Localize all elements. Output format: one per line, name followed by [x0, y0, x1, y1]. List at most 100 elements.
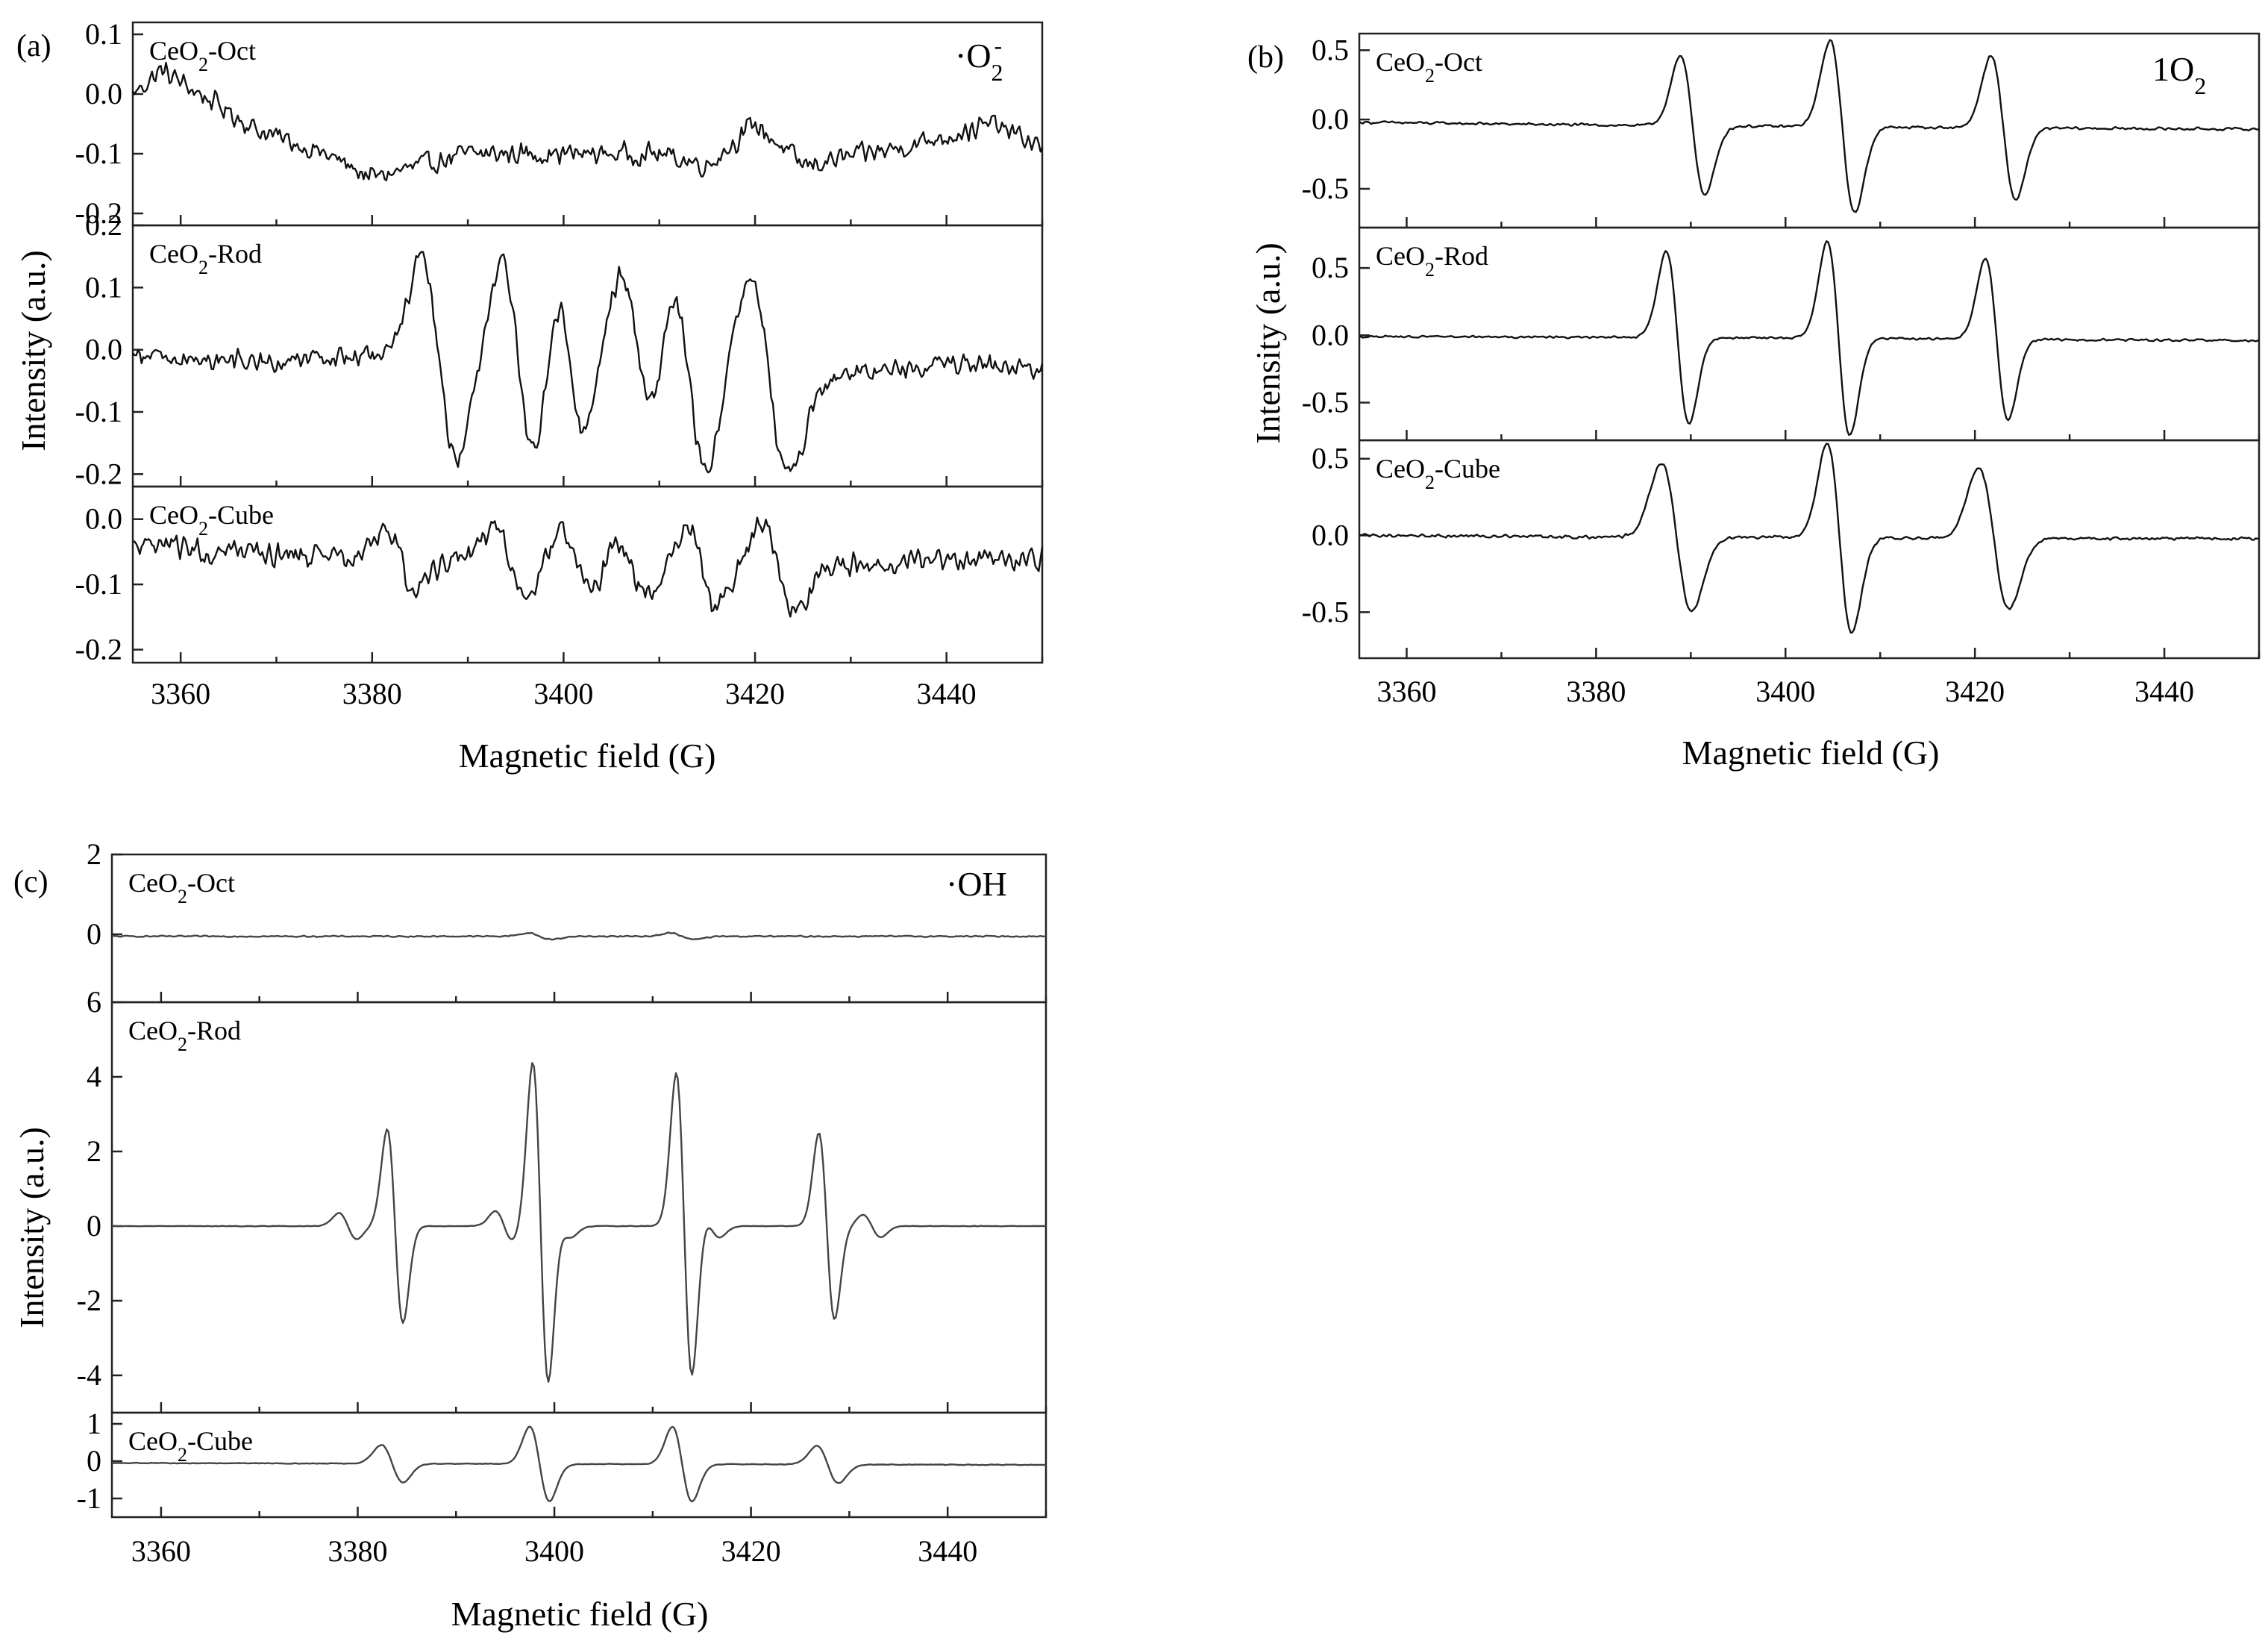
sample-label-base: CeO — [149, 239, 198, 269]
y-tick-label: 4 — [87, 1060, 101, 1093]
x-tick-label: 3400 — [1755, 675, 1815, 708]
y-axis-title: Intensity (a.u.) — [1249, 243, 1287, 444]
sample-label-base: CeO — [128, 868, 178, 898]
plot-frame — [131, 21, 1044, 227]
x-tick-label: 3380 — [1566, 675, 1626, 708]
sample-label-base: CeO — [1376, 47, 1425, 77]
sample-label: CeO2-Cube — [149, 500, 274, 540]
spectrum-line — [1359, 240, 2260, 436]
spectrum-line — [132, 251, 1044, 474]
species-label: 1O2 — [2152, 50, 2206, 99]
sample-label-rest: -Cube — [187, 1426, 253, 1456]
x-tick-label: 3400 — [524, 1534, 584, 1568]
sample-label: CeO2-Rod — [128, 1016, 241, 1055]
x-tick-label: 3360 — [151, 677, 210, 710]
y-tick-label: -0.1 — [75, 567, 122, 601]
y-tick-label: 0.5 — [1312, 442, 1349, 475]
sample-label-rest: -Cube — [208, 500, 274, 530]
y-tick-label: 0.0 — [1312, 318, 1349, 351]
y-tick-label: -0.5 — [1302, 172, 1349, 205]
species-label-base: 1O — [2152, 50, 2194, 88]
y-tick-label: -4 — [77, 1358, 101, 1392]
y-tick-label: -0.2 — [75, 196, 122, 230]
x-tick-label: 3380 — [342, 677, 402, 710]
y-tick-label: 0.1 — [85, 270, 122, 304]
sample-label-sub: 2 — [1425, 259, 1435, 281]
panel-b: (b) 1O2 Intensity (a.u.) Magnetic field … — [1247, 32, 2261, 772]
y-tick-label: 1 — [87, 1407, 101, 1440]
y-tick-label: -0.2 — [75, 633, 122, 666]
subplot-oct: 0 2 CeO2-Oct — [87, 837, 1047, 1004]
sample-label-base: CeO — [1376, 454, 1425, 484]
y-tick-label: 0.0 — [1312, 518, 1349, 551]
subplot-rod: -0.5 0.0 0.5 CeO2-Rod — [1302, 226, 2261, 442]
sample-label-sub: 2 — [178, 1034, 187, 1055]
sample-label-rest: -Oct — [187, 868, 235, 898]
y-tick-label: 2 — [87, 837, 101, 871]
x-tick-label: 3360 — [1376, 675, 1436, 708]
sample-label-rest: -Oct — [1435, 47, 1482, 77]
y-tick-label: -2 — [77, 1284, 101, 1317]
spectrum-line — [1359, 443, 2260, 634]
plot-frame — [1358, 226, 2261, 442]
spectrum-line — [111, 1425, 1047, 1503]
sample-label-sub: 2 — [178, 1444, 187, 1466]
sample-label-rest: -Oct — [208, 36, 256, 66]
x-axis-title: Magnetic field (G) — [451, 1595, 709, 1633]
y-tick-label: 0.0 — [85, 77, 122, 110]
y-tick-label: 0.5 — [1312, 33, 1349, 66]
spectrum-line — [1359, 39, 2260, 213]
sample-label-base: CeO — [128, 1426, 178, 1456]
panel-label: (a) — [16, 29, 51, 63]
plot-frame — [110, 853, 1047, 1004]
y-axis-title: Intensity (a.u.) — [13, 1127, 51, 1328]
plot-frame — [1358, 32, 2261, 229]
plot-frame — [131, 485, 1044, 664]
x-tick-label: 3420 — [1945, 675, 2005, 708]
y-tick-label: -0.1 — [75, 395, 122, 428]
sample-label-rest: -Rod — [1435, 241, 1488, 271]
x-tick-label: 3440 — [2134, 675, 2194, 708]
plot-frame — [110, 1001, 1047, 1414]
subplot-oct: -0.2-0.10.00.1 CeO2-Oct — [75, 17, 1044, 230]
sample-label-base: CeO — [128, 1016, 178, 1046]
panel-label: (b) — [1247, 40, 1284, 75]
x-tick-label: 3420 — [725, 677, 785, 710]
species-label: ·OH — [946, 865, 1007, 903]
sample-label: CeO2-Rod — [149, 239, 262, 278]
species-label-sub: 2 — [2194, 72, 2206, 99]
subplot-rod: -4 -2 0 2 4 6 CeO2-Rod — [77, 985, 1047, 1414]
x-tick-label: 3400 — [533, 677, 593, 710]
panel-a: (a) ·O2- Intensity (a.u.) Magnetic field… — [14, 17, 1044, 775]
y-tick-label: 6 — [87, 985, 101, 1019]
x-tick-label: 3360 — [131, 1534, 191, 1568]
y-tick-label: 2 — [87, 1134, 101, 1168]
y-tick-label: 0.2 — [85, 208, 122, 242]
sample-label: CeO2-Cube — [1376, 454, 1500, 493]
spectrum-line — [131, 61, 1044, 181]
species-label-sub: 2 — [992, 59, 1003, 86]
y-tick-label: -0.1 — [75, 137, 122, 170]
x-axis-title: Magnetic field (G) — [459, 737, 716, 775]
y-axis-title: Intensity (a.u.) — [14, 250, 52, 451]
sample-label-sub: 2 — [1425, 65, 1435, 87]
y-tick-label: 0 — [87, 917, 101, 951]
sample-label: CeO2-Cube — [128, 1426, 253, 1466]
panel-b-plots: -0.50.00.5 CeO2-Oct-0.50.00.5 CeO2-Rod-0.5… — [1302, 32, 2261, 708]
y-tick-label: 0.0 — [1312, 102, 1349, 136]
x-axis-title: Magnetic field (G) — [1682, 734, 1940, 772]
sample-label-base: CeO — [1376, 241, 1425, 271]
species-label-base: ·OH — [946, 865, 1007, 903]
y-tick-label: -0.5 — [1302, 385, 1349, 419]
species-label-base: ·O — [955, 37, 992, 75]
spectrum-line — [111, 931, 1047, 941]
y-tick-label: 0 — [87, 1209, 101, 1243]
x-tick-label: 3440 — [918, 1534, 977, 1568]
x-tick-label: 3440 — [917, 677, 977, 710]
sample-label: CeO2-Oct — [128, 868, 235, 907]
y-tick-label: -0.2 — [75, 457, 122, 490]
subplot-oct: -0.50.00.5 CeO2-Oct — [1302, 32, 2261, 229]
y-tick-label: 0 — [87, 1444, 101, 1478]
y-tick-label: -1 — [77, 1481, 101, 1515]
plot-frame — [1358, 439, 2261, 660]
